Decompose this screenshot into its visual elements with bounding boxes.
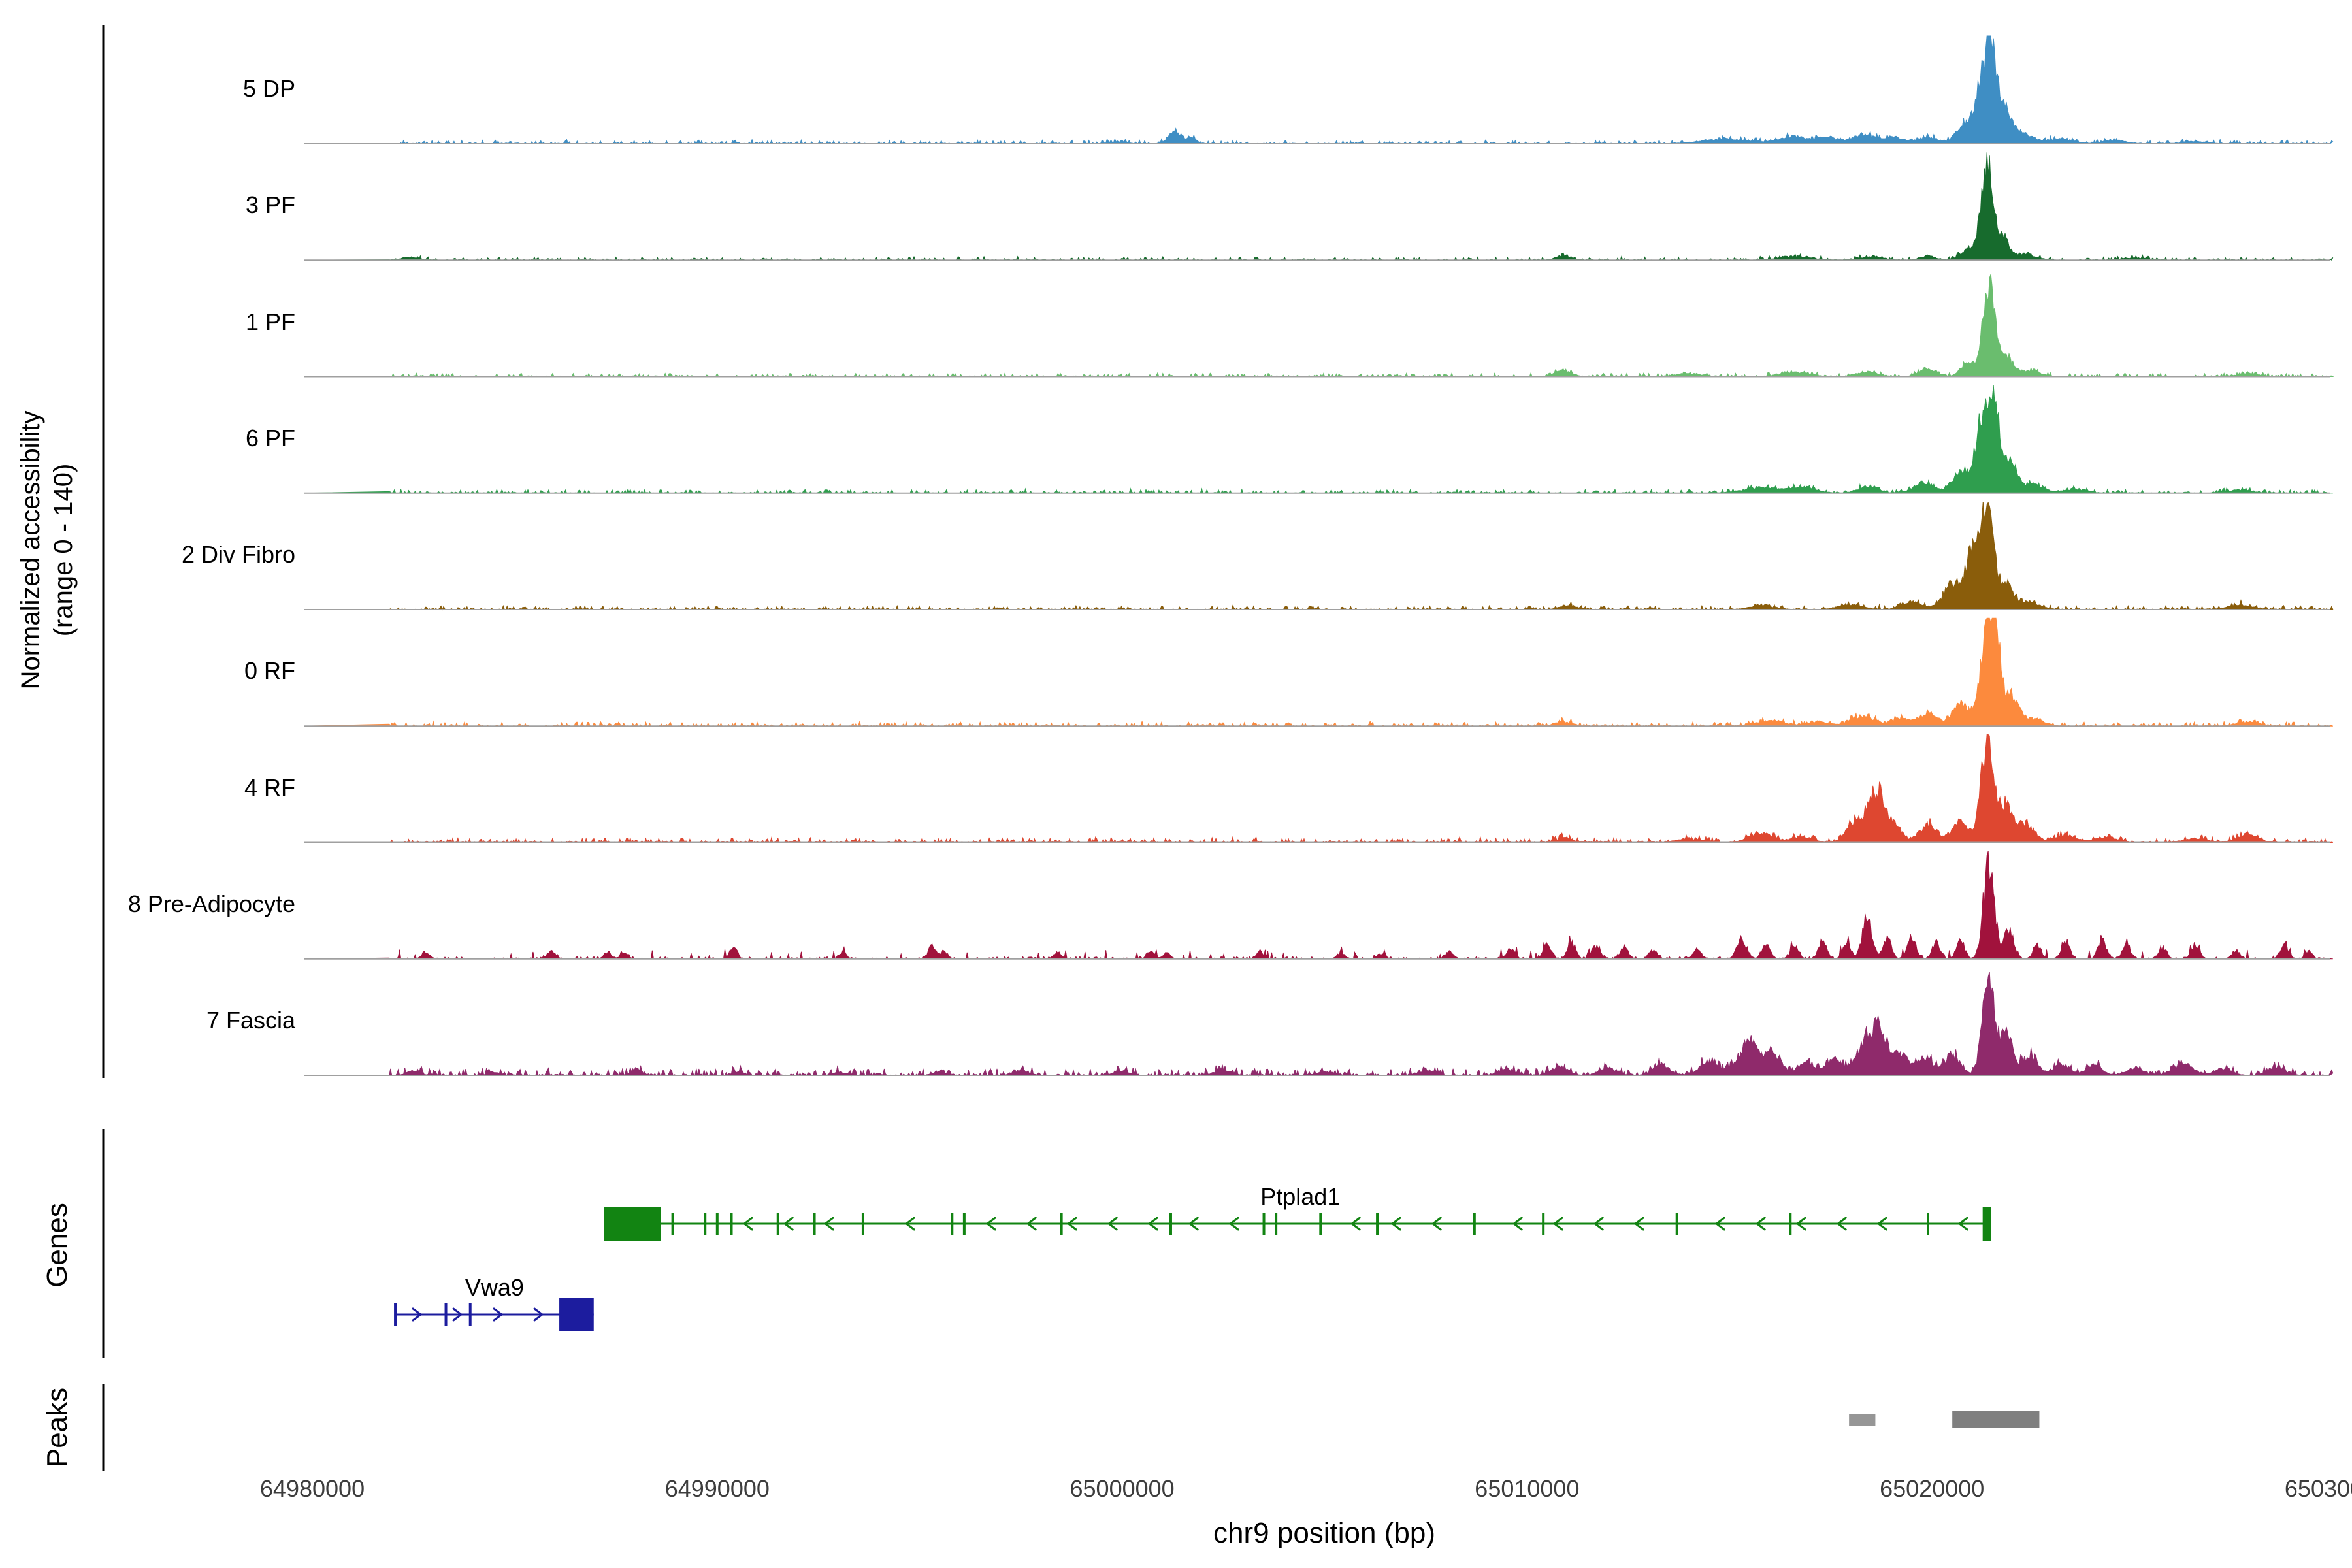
strand-arrow-icon [1836,1217,1847,1231]
strand-arrow-icon [1390,1217,1401,1231]
strand-arrow-icon [904,1217,915,1231]
strand-arrow-icon [1188,1217,1199,1231]
strand-arrow-icon [533,1307,544,1322]
track-signal-4 [304,501,2334,611]
x-axis-title: chr9 position (bp) [1213,1517,1435,1549]
strand-arrow-icon [1633,1217,1644,1231]
strand-arrow-icon [1593,1217,1604,1231]
strand-arrow-icon [1795,1217,1806,1231]
strand-arrow-icon [985,1217,996,1231]
peak-rect-0 [1849,1414,1876,1426]
strand-arrow-icon [1228,1217,1239,1231]
y-axis-label: Normalized accessibility (range 0 - 140) [14,411,80,690]
strand-arrow-icon [1755,1217,1766,1231]
track-signal-5 [304,617,2333,727]
strand-arrow-icon [1512,1217,1523,1231]
strand-arrow-icon [783,1217,794,1231]
gene-exon-box-Vwa9 [559,1298,594,1331]
track-signal-7 [304,851,2333,960]
strand-arrow-icon [1107,1217,1118,1231]
track-signal-2 [304,274,2334,378]
gene-exon-box-Ptplad1 [604,1207,661,1241]
strand-arrow-icon [742,1217,753,1231]
peak-rect-1 [1952,1411,2040,1428]
strand-arrow-icon [1552,1217,1563,1231]
strand-arrow-icon [1026,1217,1037,1231]
strand-arrow-icon [412,1307,423,1322]
track-signal-1 [304,152,2334,261]
strand-arrow-icon [452,1307,463,1322]
strand-arrow-icon [493,1307,504,1322]
track-signal-6 [304,734,2333,844]
strand-arrow-icon [1876,1217,1887,1231]
strand-arrow-icon [1714,1217,1725,1231]
strand-arrow-icon [1066,1217,1077,1231]
track-signal-8 [304,972,2334,1077]
strand-arrow-icon [1957,1217,1968,1231]
strand-arrow-icon [1147,1217,1158,1231]
y-axis-label-line2: (range 0 - 140) [49,463,78,637]
genes-section-label: Genes [41,1203,73,1288]
gene-exon-box-Ptplad1 [1982,1207,1991,1241]
strand-arrow-icon [823,1217,834,1231]
track-signal-0 [304,35,2334,145]
strand-arrow-icon [1431,1217,1442,1231]
y-axis-label-line1: Normalized accessibility [16,410,45,690]
track-signal-3 [304,385,2333,495]
strand-arrow-icon [1350,1217,1361,1231]
peaks-section-label: Peaks [41,1387,73,1468]
